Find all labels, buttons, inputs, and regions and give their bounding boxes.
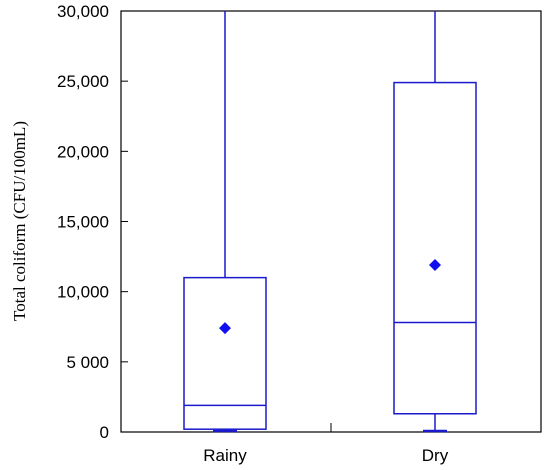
x-category-label: Rainy — [203, 446, 247, 465]
y-tick-label: 10,000 — [57, 283, 109, 302]
y-tick-label: 25,000 — [57, 72, 109, 91]
y-tick-label: 5 000 — [66, 353, 109, 372]
y-tick-label: 15,000 — [57, 213, 109, 232]
x-category-label: Dry — [422, 446, 449, 465]
mean-marker — [219, 322, 231, 335]
box-iqr — [183, 276, 267, 430]
y-tick-label: 20,000 — [57, 142, 109, 161]
y-tick-label: 0 — [100, 423, 109, 442]
box-iqr — [393, 81, 477, 415]
y-axis-title: Total coliform (CFU/100mL) — [10, 121, 29, 321]
mean-marker — [429, 259, 441, 272]
y-tick-label: 30,000 — [57, 2, 109, 21]
